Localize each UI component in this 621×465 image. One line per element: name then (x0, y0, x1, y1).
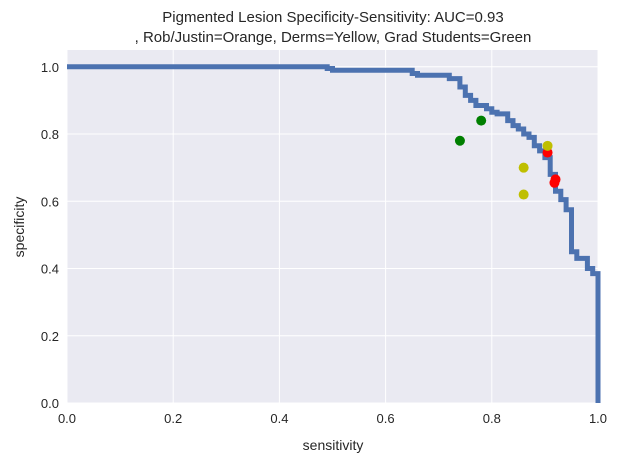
roc-curve-layer (67, 64, 601, 403)
x-tick-label-3: 0.6 (377, 411, 395, 426)
x-tick-label-1: 0.2 (164, 411, 182, 426)
derms-point-2 (518, 162, 529, 173)
chart-title: Pigmented Lesion Specificity-Sensitivity… (162, 9, 503, 26)
x-tick-labels: 0.0 0.2 0.4 0.6 0.8 1.0 (58, 411, 607, 426)
y-tick-label-0: 0.0 (41, 396, 59, 411)
x-tick-label-2: 0.4 (270, 411, 288, 426)
roc-curve (67, 64, 601, 403)
derms-point-3 (518, 189, 529, 200)
points-layer (454, 115, 561, 200)
x-axis-label: sensitivity (303, 437, 364, 453)
derms-point-1 (542, 140, 553, 151)
y-tick-label-1: 0.2 (41, 329, 59, 344)
y-tick-label-5: 1.0 (41, 60, 59, 75)
y-axis-label: specificity (11, 197, 27, 258)
y-tick-label-4: 0.8 (41, 127, 59, 142)
grad-students-point-1 (454, 135, 465, 146)
y-tick-label-3: 0.6 (41, 194, 59, 209)
y-tick-labels: 0.0 0.2 0.4 0.6 0.8 1.0 (41, 60, 59, 411)
x-tick-label-5: 1.0 (589, 411, 607, 426)
rob-justin-point-3 (549, 177, 560, 188)
x-tick-label-0: 0.0 (58, 411, 76, 426)
y-tick-label-2: 0.4 (41, 262, 59, 277)
plot-area (67, 50, 598, 403)
x-tick-label-4: 0.8 (483, 411, 501, 426)
chart-subtitle: , Rob/Justin=Orange, Derms=Yellow, Grad … (135, 29, 532, 46)
grad-students-point-2 (476, 115, 487, 126)
